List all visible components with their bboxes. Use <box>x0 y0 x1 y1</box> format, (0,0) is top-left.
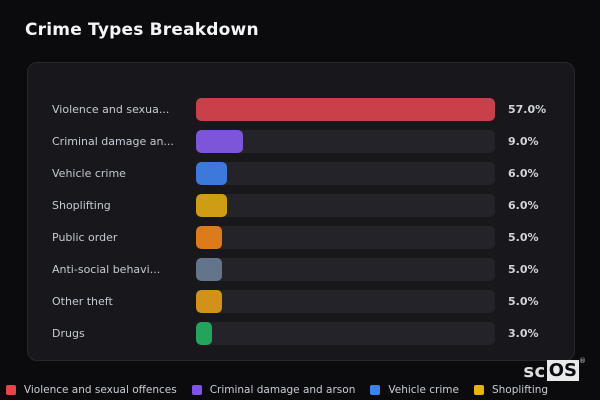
legend-item: Shoplifting <box>473 384 549 396</box>
value-label: 5.0% <box>508 262 539 276</box>
bar <box>196 97 495 121</box>
legend-swatch <box>370 385 381 395</box>
category-label: Drugs <box>52 326 85 340</box>
chart-legend: Violence and sexual offences Criminal dam… <box>0 384 577 396</box>
chart-row: Other theft 5.0% <box>52 285 554 317</box>
bar <box>196 321 212 345</box>
chart-row: Vehicle crime 6.0% <box>52 157 554 189</box>
legend-swatch <box>5 385 16 395</box>
bar-track <box>196 129 495 153</box>
logo-text-os: OS <box>546 360 579 381</box>
legend-label: Vehicle crime <box>388 384 459 396</box>
bar-track <box>196 321 495 345</box>
category-label: Vehicle crime <box>52 166 126 180</box>
scos-watermark-logo: sc OS ® <box>523 357 586 382</box>
legend-item: Vehicle crime <box>370 384 459 396</box>
chart-row: Criminal damage an... 9.0% <box>52 125 554 157</box>
value-label: 3.0% <box>508 326 539 340</box>
bar-track <box>196 97 495 121</box>
chart-row: Shoplifting 6.0% <box>52 189 554 221</box>
bar-track <box>196 161 495 185</box>
category-label: Public order <box>52 230 118 244</box>
legend-item: Violence and sexual offences <box>5 384 177 396</box>
bar <box>196 257 223 281</box>
legend-swatch <box>191 385 202 395</box>
category-label: Criminal damage an... <box>52 134 174 148</box>
logo-text-sc: sc <box>523 361 546 382</box>
bar <box>196 129 244 153</box>
bar-track <box>196 257 495 281</box>
page-title: Crime Types Breakdown <box>25 20 259 40</box>
value-label: 5.0% <box>508 294 539 308</box>
legend-label: Criminal damage and arson <box>209 384 356 396</box>
chart-row: Anti-social behavi... 5.0% <box>52 253 554 285</box>
bar-track <box>196 289 495 313</box>
bar-track <box>196 225 495 249</box>
value-label: 57.0% <box>508 102 547 116</box>
chart-rows: Violence and sexua... 57.0% Criminal damag… <box>52 93 554 349</box>
legend-label: Shoplifting <box>491 384 549 396</box>
category-label: Violence and sexua... <box>52 102 170 116</box>
value-label: 6.0% <box>508 166 539 180</box>
bar-track <box>196 193 495 217</box>
legend-item: Criminal damage and arson <box>191 384 356 396</box>
chart-card: Violence and sexua... 57.0% Criminal damag… <box>27 62 575 361</box>
category-label: Anti-social behavi... <box>52 262 161 276</box>
bar <box>196 161 228 185</box>
category-label: Other theft <box>52 294 113 308</box>
chart-row: Public order 5.0% <box>52 221 554 253</box>
legend-label: Violence and sexual offences <box>23 384 177 396</box>
bar <box>196 289 223 313</box>
legend-swatch <box>473 385 484 395</box>
value-label: 5.0% <box>508 230 539 244</box>
bar <box>196 225 223 249</box>
chart-row: Violence and sexua... 57.0% <box>52 93 554 125</box>
value-label: 6.0% <box>508 198 539 212</box>
registered-trademark-symbol: ® <box>579 357 586 365</box>
value-label: 9.0% <box>508 134 539 148</box>
bar <box>196 193 228 217</box>
chart-row: Drugs 3.0% <box>52 317 554 349</box>
category-label: Shoplifting <box>52 198 111 212</box>
